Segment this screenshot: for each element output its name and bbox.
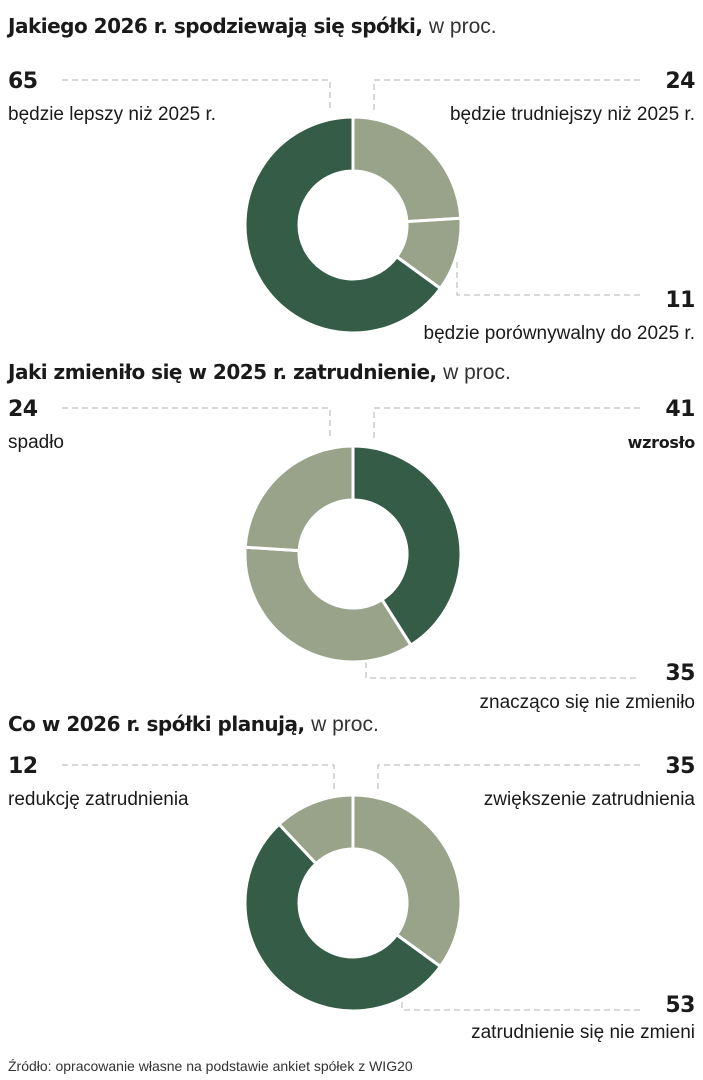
chart-2-value-bez-zmian: 35 <box>665 661 695 686</box>
leader-line <box>62 407 331 440</box>
leader-line <box>377 764 640 790</box>
chart-3-unit: w proc. <box>311 713 379 736</box>
chart-3-donut <box>243 793 463 1013</box>
chart-2-value-wzroslo: 41 <box>665 397 695 422</box>
chart-3-label-redukcja: redukcję zatrudnienia <box>8 789 189 810</box>
chart-3-title: Co w 2026 r. spółki planują, w proc. <box>8 712 379 737</box>
donut-slice-2-3 <box>243 444 355 553</box>
donut-slice-3-1 <box>351 793 463 968</box>
leader-line <box>456 262 640 296</box>
chart-1-value-trudniejszy: 24 <box>665 69 695 94</box>
chart-2-label-spadlo: spadło <box>8 432 64 453</box>
chart-1-label-trudniejszy: będzie trudniejszy niż 2025 r. <box>449 104 695 125</box>
chart-2-title: Jaki zmieniło się w 2025 r. zatrudnienie… <box>8 360 511 385</box>
leader-line <box>62 764 335 790</box>
donut-slice-3-3 <box>277 793 355 866</box>
chart-2-title-text: Jaki zmieniło się w 2025 r. zatrudnienie… <box>8 360 437 384</box>
chart-3-label-bez-zmian: zatrudnienie się nie zmieni <box>471 1022 695 1043</box>
chart-1-label-lepszy: będzie lepszy niż 2025 r. <box>8 104 217 125</box>
chart-1-label-porownywalny: będzie porównywalny do 2025 r. <box>423 323 695 344</box>
donut-slice-3-2 <box>243 822 442 1013</box>
chart-2-label-wzroslo: wzrosło <box>627 433 696 452</box>
chart-1-title-text: Jakiego 2026 r. spodziewają się spółki, <box>8 14 423 38</box>
chart-3-value-bez-zmian: 53 <box>665 993 695 1018</box>
leader-line <box>373 79 640 112</box>
chart-3-label-zwiekszenie: zwiększenie zatrudnienia <box>483 789 695 810</box>
donut-slice-1-3 <box>243 115 442 335</box>
source-note: Źródło: opracowanie własne na podstawie … <box>8 1058 413 1074</box>
chart-2-label-bez-zmian: znacząco się nie zmieniło <box>479 692 695 713</box>
donut-slice-2-1 <box>351 444 463 647</box>
chart-1-donut <box>243 115 463 335</box>
chart-2-unit: w proc. <box>443 361 511 384</box>
donut-slice-2-2 <box>243 545 413 664</box>
chart-3-title-text: Co w 2026 r. spółki planują, <box>8 712 305 736</box>
leader-line <box>373 407 640 440</box>
chart-1-value-porownywalny: 11 <box>665 288 695 313</box>
chart-2-donut <box>243 444 463 664</box>
chart-1-unit: w proc. <box>428 15 497 38</box>
chart-3-value-redukcja: 12 <box>8 754 38 779</box>
chart-3-value-zwiekszenie: 35 <box>665 754 695 779</box>
leader-line <box>365 662 640 679</box>
donut-slice-1-1 <box>351 115 463 224</box>
chart-1-title: Jakiego 2026 r. spodziewają się spółki, … <box>8 14 497 39</box>
chart-2-value-spadlo: 24 <box>8 397 38 422</box>
chart-1-value-lepszy: 65 <box>8 69 38 94</box>
